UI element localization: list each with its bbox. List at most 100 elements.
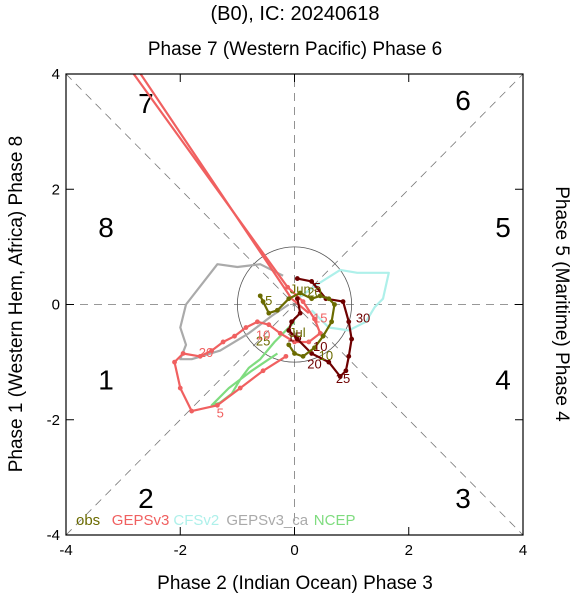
series-point <box>326 359 332 365</box>
y-tick-label: -4 <box>47 527 60 544</box>
legend-entry: NCEP <box>314 512 356 529</box>
y-axis-left-label: Phase 1 (Western Hem, Africa) Phase 8 <box>6 136 27 473</box>
series-point <box>286 328 292 333</box>
series-point <box>300 353 306 359</box>
point-label: 20 <box>199 345 213 360</box>
series-point <box>294 276 300 281</box>
point-label: 15 <box>313 310 327 325</box>
x-tick-label: -2 <box>174 542 187 559</box>
series-point <box>297 290 303 296</box>
point-label: 15 <box>287 329 301 344</box>
phase-number: 2 <box>138 483 154 514</box>
series-point <box>260 368 266 374</box>
point-label: 5 <box>314 280 321 295</box>
series-point <box>294 296 300 302</box>
series-point <box>274 307 280 313</box>
series-point <box>180 351 186 356</box>
series-point <box>214 402 220 408</box>
series-point <box>283 353 289 359</box>
series-point <box>177 385 183 391</box>
series-layer <box>106 37 390 414</box>
phase-number: 1 <box>98 365 114 396</box>
series-point <box>189 408 195 414</box>
grid-layer <box>65 73 524 536</box>
phase-number: 4 <box>495 365 511 396</box>
series-point <box>346 319 352 325</box>
y-tick-label: 0 <box>52 297 60 314</box>
x-tick-label: 4 <box>519 542 527 559</box>
series-point <box>294 336 300 342</box>
series-point <box>266 310 272 316</box>
phase-number: 8 <box>98 212 114 243</box>
series-point <box>300 299 306 305</box>
series-line <box>179 263 290 361</box>
series-point <box>309 351 315 356</box>
series-line <box>139 74 310 314</box>
x-tick-label: 0 <box>290 542 298 559</box>
unit-circle <box>236 246 353 363</box>
series-point <box>346 353 352 359</box>
series-line <box>259 291 336 358</box>
series-point <box>317 293 323 299</box>
point-label: Jun <box>290 282 311 297</box>
point-label: 10 <box>256 328 270 343</box>
phase-number: 6 <box>455 85 471 116</box>
legend-layer: obs GEPSv3 CFSv2 GEPSv3_ca NCEP <box>76 512 355 529</box>
series-point <box>260 299 266 305</box>
point-label: 5 <box>265 293 272 308</box>
legend-entry: obs <box>76 512 100 529</box>
y-tick-label: -2 <box>47 412 60 429</box>
point-label: 30 <box>356 310 370 325</box>
y-tick-label: 4 <box>52 66 60 83</box>
series-point <box>285 284 291 290</box>
series-point <box>266 322 272 328</box>
x-tick-label: -4 <box>59 542 72 559</box>
series-point <box>306 339 312 345</box>
series-point <box>197 353 203 359</box>
point-label: 25 <box>336 371 350 386</box>
series-point <box>286 342 292 348</box>
series-point <box>337 374 343 379</box>
series-point <box>237 385 243 391</box>
series-point <box>332 302 337 307</box>
series-point <box>297 310 303 316</box>
phase-number: 5 <box>495 212 511 243</box>
x-axis-label: Phase 2 (Indian Ocean) Phase 3 <box>157 573 433 594</box>
series-point <box>209 348 215 353</box>
tick-layer: -4 -2 0 2 4 -4 -2 0 2 4 <box>47 66 528 559</box>
series-point <box>312 345 317 351</box>
series-point <box>254 319 260 325</box>
series-point <box>243 325 249 330</box>
series-point <box>349 336 355 342</box>
series-point <box>277 330 283 336</box>
y-tick-label: 2 <box>52 181 60 198</box>
phase-number-layer: 7 68 51 42 3 <box>98 85 511 514</box>
series-point <box>326 296 332 302</box>
point-label: 10 <box>313 339 327 354</box>
point-label: 5 <box>217 405 224 420</box>
series-point <box>106 37 111 42</box>
series-point <box>343 368 349 374</box>
x-tick-label: 2 <box>405 542 413 559</box>
y-axis-right-label: Phase 5 (Maritime) Phase 4 <box>551 186 572 422</box>
point-label: 10 <box>319 348 333 363</box>
legend-entry: GEPSv3 <box>112 512 170 529</box>
point-label: 25 <box>256 333 270 348</box>
series-point <box>220 339 226 345</box>
point-label: 20 <box>307 356 321 371</box>
series-point <box>340 299 346 305</box>
series-point <box>172 359 177 365</box>
point-label: Jul <box>289 325 306 340</box>
series-point <box>289 319 295 325</box>
series-line <box>287 277 353 378</box>
phase-number: 3 <box>455 483 471 514</box>
top-phase-label: Phase 7 (Western Pacific) Phase 6 <box>148 39 442 60</box>
series-point <box>329 319 335 325</box>
series-point <box>232 333 237 339</box>
point-label: 20 <box>307 284 321 299</box>
legend-entry: CFSv2 <box>173 512 219 529</box>
series-point <box>309 296 315 302</box>
series-point <box>286 296 292 302</box>
